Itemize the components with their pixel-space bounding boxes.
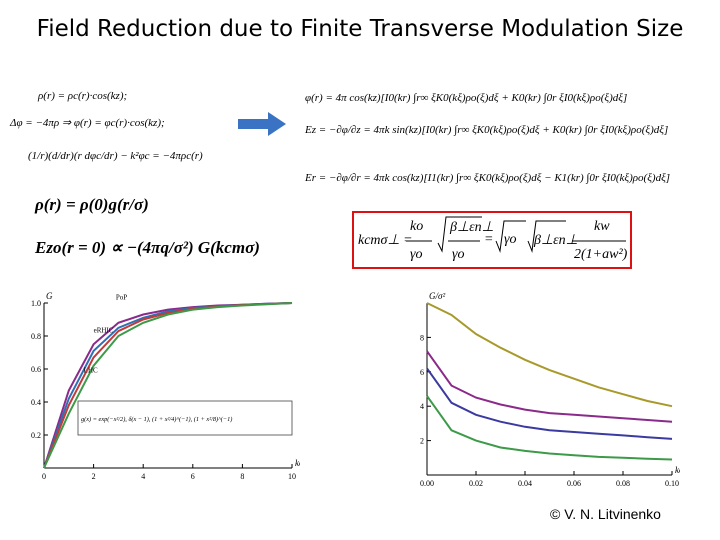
y-tick-label: 6: [420, 368, 424, 377]
series-line-1: [426, 302, 673, 408]
plot-field-vs-k: 0.00 0.02 0.04 0.06 0.08 0.10 2 4 6 8 kσ G/σ²: [420, 291, 680, 488]
box-sqrt2: γo: [504, 232, 517, 247]
x-axis-label: kσ: [675, 465, 680, 475]
x-tick-label: 0.02: [469, 479, 483, 488]
box-lhs: kcmσ⊥ =: [358, 233, 413, 248]
eq-poisson: Δφ = −4πρ ⇒ φ(r) = φc(r)·cos(kz);: [10, 117, 165, 129]
y-axis-label: G: [46, 291, 53, 301]
right-arrow-icon: [238, 112, 286, 136]
x-tick-label: 6: [191, 472, 195, 481]
y-tick-label: 0.4: [31, 398, 41, 407]
series-line-3: [426, 367, 673, 440]
box-frac1-num: ko: [410, 219, 424, 234]
series-label: LHC: [84, 366, 98, 374]
x-tick-label: 0.00: [420, 479, 434, 488]
y-tick-label: 2: [420, 437, 424, 446]
x-tick-label: 0.10: [665, 479, 679, 488]
eq-potential: φ(r) = 4π cos(kz)[I0(kr) ∫r∞ ξK0(kξ)ρo(ξ…: [305, 92, 628, 104]
x-axis-label: kσ: [295, 458, 300, 468]
box-frac2-num: kw: [594, 219, 610, 234]
x-tick-label: 0: [42, 472, 46, 481]
y-tick-label: 1.0: [31, 299, 41, 308]
plot-form-factor: 0 2 4 6 8 10 0.2 0.4 0.6 0.8 1.0 kσ G PoP eRHIC LHC g(x)…: [31, 291, 300, 481]
series-line-1: [43, 302, 293, 469]
x-tick-label: 4: [141, 472, 145, 481]
y-tick-label: 8: [420, 333, 424, 342]
eq-ez-field: Ez = −∂φ/∂z = 4πk sin(kz)[I0(kr) ∫r∞ ξK0…: [305, 124, 669, 136]
x-tick-label: 0.08: [616, 479, 630, 488]
slide-title: Field Reduction due to Finite Transverse…: [36, 16, 684, 42]
eq-field-reduction: Ezo(r = 0) ∝ −(4πq/σ²) G(kcmσ): [35, 238, 260, 257]
series-line-4: [426, 395, 673, 461]
annotation-formula: g(x) = exp(−x²/2), δ(x − 1), (1 + x²/4)^…: [81, 416, 232, 423]
boxed-equation: kcmσ⊥ = ko γo β⊥εn⊥ γo = γo β⊥εn⊥ kw 2(1…: [352, 211, 632, 269]
box-sqrt1-num: β⊥εn⊥: [450, 220, 494, 235]
box-frac1-den: γo: [410, 247, 423, 262]
series-label: PoP: [116, 294, 127, 302]
series-line-3: [43, 302, 293, 469]
eq-radial-ode: (1/r)(d/dr)(r dφc/dr) − k²φc = −4πρc(r): [28, 150, 203, 162]
x-tick-label: 0.06: [567, 479, 581, 488]
y-tick-label: 0.8: [31, 332, 41, 341]
y-tick-label: 4: [420, 402, 424, 411]
y-tick-label: 0.6: [31, 365, 41, 374]
eq-er-field: Er = −∂φ/∂r = 4πk cos(kz)[I1(kr) ∫r∞ ξK0…: [305, 172, 671, 184]
box-eq2: =: [484, 232, 494, 247]
copyright-text: © V. N. Litvinenko: [550, 506, 661, 522]
x-tick-label: 0.04: [518, 479, 532, 488]
series-line-2: [43, 302, 293, 469]
box-sqrt1-den: γo: [452, 247, 465, 262]
x-tick-label: 8: [240, 472, 244, 481]
x-tick-label: 2: [92, 472, 96, 481]
y-axis-label: G/σ²: [429, 291, 445, 301]
series-line-2: [426, 350, 673, 423]
box-sqrt3: β⊥εn⊥: [534, 233, 578, 248]
series-line-4: [43, 302, 293, 469]
series-label: eRHIC: [94, 327, 114, 335]
y-tick-label: 0.2: [31, 431, 41, 440]
legend-box: [77, 400, 293, 436]
box-frac2-den: 2(1+aw²): [574, 247, 628, 262]
x-tick-label: 10: [288, 472, 296, 481]
eq-charge-density: ρ(r) = ρc(r)·cos(kz);: [38, 90, 128, 102]
eq-gaussian-profile: ρ(r) = ρ(0)g(r/σ): [35, 195, 149, 214]
